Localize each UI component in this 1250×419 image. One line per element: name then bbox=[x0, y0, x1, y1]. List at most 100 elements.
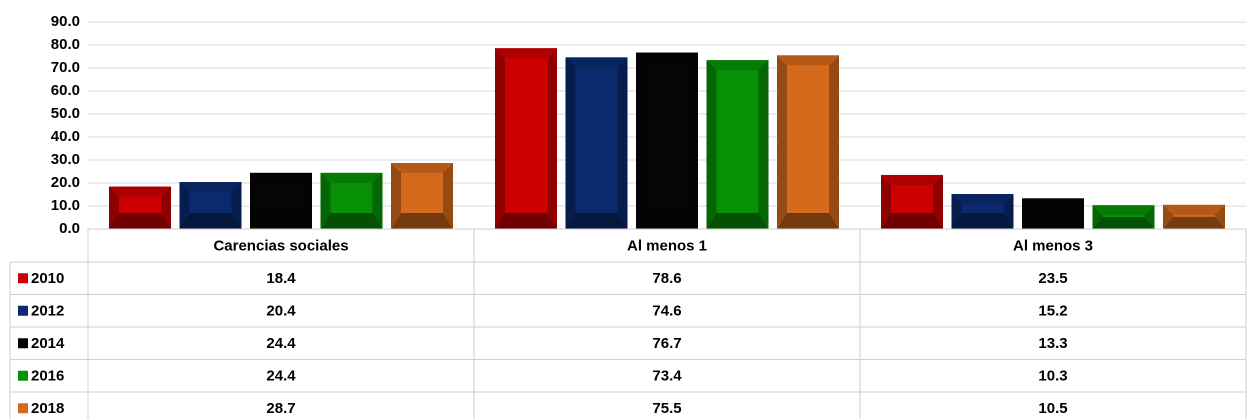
table-value: 18.4 bbox=[266, 270, 296, 287]
bar bbox=[777, 55, 839, 229]
bar-bevel bbox=[1092, 205, 1103, 229]
x-tick-label: Carencias sociales bbox=[213, 237, 348, 254]
table-value: 10.3 bbox=[1038, 368, 1067, 385]
bar-bevel bbox=[881, 174, 891, 229]
bar-bevel bbox=[636, 213, 698, 229]
bar-bevel bbox=[829, 55, 839, 229]
table-value: 23.5 bbox=[1038, 270, 1067, 287]
table-value: 76.7 bbox=[652, 335, 681, 352]
bar-bevel bbox=[179, 213, 242, 229]
table-value: 15.2 bbox=[1038, 303, 1067, 320]
bar-bevel bbox=[231, 182, 242, 229]
table-value: 78.6 bbox=[652, 270, 681, 287]
x-tick-label: Al menos 3 bbox=[1013, 237, 1093, 254]
bar-bevel bbox=[777, 213, 839, 229]
bar-bevel bbox=[391, 213, 453, 229]
bar-bevel bbox=[933, 174, 943, 229]
bar-bevel bbox=[706, 60, 769, 71]
bar-bevel bbox=[109, 213, 171, 229]
y-tick-label: 70.0 bbox=[51, 59, 80, 76]
bar-bevel bbox=[547, 48, 557, 229]
bar-bevel bbox=[302, 172, 312, 229]
bar-bevel bbox=[706, 60, 717, 230]
bar-bevel bbox=[179, 182, 190, 229]
bar-bevel bbox=[1144, 205, 1155, 229]
bar-bevel bbox=[1022, 198, 1084, 209]
bar-bevel bbox=[320, 172, 383, 183]
bar-bevel bbox=[1215, 204, 1225, 229]
legend-label: 2018 bbox=[31, 400, 64, 417]
legend-key bbox=[18, 273, 28, 284]
bar-bevel bbox=[881, 174, 943, 185]
bar-bevel bbox=[777, 55, 839, 66]
legend-key bbox=[18, 370, 28, 381]
bar-bevel bbox=[250, 172, 260, 229]
bar-bevel bbox=[636, 52, 646, 230]
bar-bevel bbox=[1074, 198, 1084, 229]
bar-bevel bbox=[320, 172, 331, 229]
bar-bevel bbox=[495, 213, 557, 229]
y-tick-label: 90.0 bbox=[51, 13, 80, 30]
legend-label: 2016 bbox=[31, 368, 64, 385]
y-tick-label: 40.0 bbox=[51, 128, 80, 145]
bar-bevel bbox=[109, 186, 171, 197]
legend-key bbox=[18, 305, 28, 316]
legend-label: 2012 bbox=[31, 303, 64, 320]
bar bbox=[636, 52, 698, 230]
y-tick-label: 20.0 bbox=[51, 174, 80, 191]
y-tick-label: 30.0 bbox=[51, 151, 80, 168]
table-value: 73.4 bbox=[652, 368, 682, 385]
bar-bevel bbox=[1092, 217, 1155, 229]
bar-bevel bbox=[777, 55, 787, 229]
bar-bevel bbox=[1022, 198, 1032, 229]
bar-bevel bbox=[565, 213, 628, 229]
bar-bevel bbox=[495, 48, 505, 229]
bar-bevel bbox=[1163, 204, 1173, 229]
bar bbox=[565, 57, 628, 229]
bar-bevel bbox=[617, 57, 628, 229]
y-tick-label: 0.0 bbox=[59, 220, 80, 237]
bar-bevel bbox=[1163, 216, 1225, 229]
bar-bevel bbox=[565, 57, 576, 229]
bar-bevel bbox=[1092, 205, 1155, 216]
table-value: 75.5 bbox=[652, 400, 681, 417]
bar-bevel bbox=[443, 162, 453, 229]
bar-bevel bbox=[495, 48, 557, 59]
bar-bevel bbox=[391, 162, 401, 229]
bar-bevel bbox=[706, 213, 769, 229]
y-tick-label: 60.0 bbox=[51, 82, 80, 99]
bar-bevel bbox=[391, 162, 453, 173]
bar bbox=[706, 60, 769, 230]
bar-bevel bbox=[636, 52, 698, 63]
bar-bevel bbox=[250, 172, 312, 183]
table-value: 74.6 bbox=[652, 303, 681, 320]
bar bbox=[495, 48, 557, 229]
table-value: 13.3 bbox=[1038, 335, 1067, 352]
bar-bevel bbox=[372, 172, 383, 229]
y-tick-label: 80.0 bbox=[51, 36, 80, 53]
table-value: 10.5 bbox=[1038, 400, 1067, 417]
legend-key bbox=[18, 403, 28, 414]
bar-bevel bbox=[1003, 194, 1014, 229]
bar-bevel bbox=[758, 60, 769, 230]
bar-bevel bbox=[250, 213, 312, 229]
bar-bevel bbox=[688, 52, 698, 230]
table-value: 24.4 bbox=[266, 368, 296, 385]
bar-bevel bbox=[951, 213, 1014, 229]
bar-bevel bbox=[565, 57, 628, 68]
y-tick-label: 50.0 bbox=[51, 105, 80, 122]
x-tick-label: Al menos 1 bbox=[627, 237, 707, 254]
legend-label: 2010 bbox=[31, 270, 64, 287]
bar-bevel bbox=[109, 186, 119, 229]
bar-bevel bbox=[179, 182, 242, 193]
legend-label: 2014 bbox=[31, 335, 65, 352]
legend-key bbox=[18, 338, 28, 349]
bar-bevel bbox=[951, 194, 1014, 205]
bar-bevel bbox=[951, 194, 962, 229]
bar-bevel bbox=[1022, 213, 1084, 229]
bar-bevel bbox=[1163, 204, 1225, 215]
bar-bevel bbox=[161, 186, 171, 229]
bar-bevel bbox=[320, 213, 383, 229]
table-value: 20.4 bbox=[266, 303, 296, 320]
